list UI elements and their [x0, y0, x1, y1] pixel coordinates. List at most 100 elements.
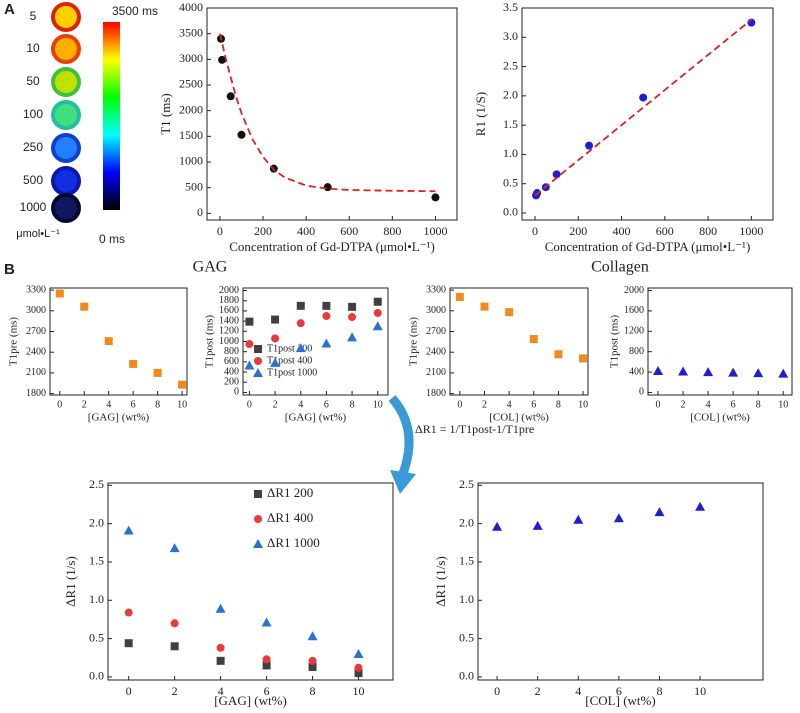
panel-label: B	[4, 261, 15, 278]
y-tick-label: 800	[629, 346, 644, 357]
point	[169, 543, 180, 553]
y-tick-label: 2700	[26, 326, 46, 337]
y-tick-label: 1000	[179, 154, 203, 168]
point	[480, 302, 489, 311]
x-tick-label: 800	[699, 224, 717, 238]
x-tick-label: 2	[482, 399, 487, 410]
phantom-image	[51, 34, 81, 64]
point	[321, 338, 332, 348]
y-tick-label: 200	[224, 377, 239, 388]
point	[55, 289, 64, 298]
point	[579, 354, 588, 363]
x-axis-label: [COL] (wt%)	[585, 693, 655, 708]
y-tick-label: 2000	[219, 285, 239, 296]
y-tick-label: 0.0	[459, 669, 474, 683]
x-tick-label: 6	[264, 684, 270, 698]
y-tick-label: 2100	[426, 367, 446, 378]
x-tick-label: 0	[532, 224, 538, 238]
y-tick-label: 1200	[624, 326, 644, 337]
x-tick-label: 8	[756, 399, 761, 410]
x-tick-label: 4	[706, 399, 711, 410]
point	[532, 520, 543, 530]
y-axis-label: T1 (ms)	[158, 93, 173, 135]
colorbar	[103, 22, 120, 210]
x-tick-label: 8	[556, 399, 561, 410]
fit-line	[534, 19, 752, 197]
x-tick-label: 800	[383, 224, 401, 238]
x-tick-label: 2	[172, 684, 178, 698]
point	[431, 193, 440, 202]
phantom-label: 500	[23, 173, 43, 187]
x-tick-label: 10	[177, 399, 187, 410]
y-tick-label: 0	[197, 205, 203, 219]
y-tick-label: 1.5	[459, 554, 474, 568]
point	[529, 335, 538, 344]
x-tick-label: 0	[656, 399, 661, 410]
point	[308, 662, 317, 671]
y-tick-label: 0	[234, 387, 239, 398]
phantom-label: 100	[23, 107, 43, 121]
point	[728, 367, 739, 377]
point	[552, 170, 561, 179]
x-tick-label: 6	[616, 684, 622, 698]
x-tick-label: 6	[731, 399, 736, 410]
phantom-label: 1000	[20, 200, 47, 214]
y-tick-label: 0.5	[503, 175, 518, 189]
legend-label: ΔR1 400	[267, 510, 313, 525]
point	[170, 619, 179, 628]
y-tick-label: 4000	[179, 0, 203, 14]
point	[216, 656, 225, 665]
x-tick-label: 6	[131, 399, 136, 410]
colorbar-max: 3500 ms	[112, 4, 158, 18]
point	[585, 141, 594, 150]
plot-frame	[449, 287, 589, 396]
plot-frame	[647, 287, 793, 396]
x-tick-label: 2	[535, 684, 541, 698]
point	[703, 367, 714, 377]
phantom-image	[51, 67, 81, 97]
point	[695, 501, 706, 511]
arrow	[388, 395, 414, 478]
x-tick-label: 200	[569, 224, 587, 238]
point	[124, 608, 133, 617]
x-tick-label: 200	[254, 224, 272, 238]
y-tick-label: 1.0	[459, 592, 474, 606]
y-tick-label: 1.0	[89, 592, 104, 606]
x-tick-label: 10	[578, 399, 588, 410]
y-tick-label: 2.0	[503, 88, 518, 102]
y-tick-label: 1200	[219, 326, 239, 337]
point	[678, 366, 689, 376]
y-tick-label: 1.0	[503, 146, 518, 160]
x-tick-label: 4	[218, 684, 224, 698]
point	[270, 357, 281, 367]
plot-frame	[49, 287, 188, 396]
point	[353, 648, 364, 658]
point	[129, 359, 138, 368]
x-axis-label: [COL] (wt%)	[489, 412, 549, 424]
y-tick-label: 0.5	[89, 630, 104, 644]
y-tick-label: 0.5	[459, 630, 474, 644]
phantom-label: 5	[30, 9, 37, 23]
legend-marker	[254, 345, 262, 353]
x-tick-label: 4	[298, 399, 303, 410]
point	[245, 340, 254, 349]
x-tick-label: 4	[575, 684, 581, 698]
x-tick-label: 2	[82, 399, 87, 410]
point	[322, 312, 331, 321]
y-tick-label: 1.5	[89, 554, 104, 568]
point	[573, 514, 584, 524]
y-tick-label: 400	[629, 366, 644, 377]
phantom-image	[51, 2, 81, 32]
point	[123, 525, 134, 535]
point	[216, 643, 225, 652]
point	[215, 603, 226, 613]
y-axis-label: T1pre (ms)	[8, 317, 20, 367]
point	[271, 334, 280, 343]
point	[554, 350, 563, 359]
point	[639, 93, 648, 102]
legend-marker	[254, 357, 262, 365]
x-tick-label: 10	[694, 684, 706, 698]
point	[308, 656, 317, 665]
y-axis-label: T1post (ms)	[609, 314, 621, 368]
